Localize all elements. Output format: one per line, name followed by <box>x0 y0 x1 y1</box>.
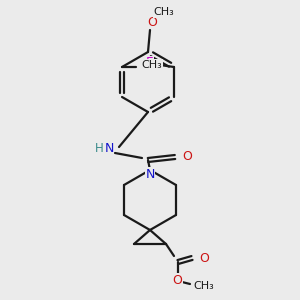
Text: N: N <box>104 142 114 155</box>
Text: CH₃: CH₃ <box>154 7 174 17</box>
Text: O: O <box>172 274 182 286</box>
Text: O: O <box>147 16 157 28</box>
Text: CH₃: CH₃ <box>142 60 162 70</box>
Text: F: F <box>146 56 154 70</box>
Text: O: O <box>199 251 209 265</box>
Text: H: H <box>94 142 103 155</box>
Text: N: N <box>145 167 155 181</box>
Text: CH₃: CH₃ <box>194 281 214 291</box>
Text: O: O <box>182 151 192 164</box>
